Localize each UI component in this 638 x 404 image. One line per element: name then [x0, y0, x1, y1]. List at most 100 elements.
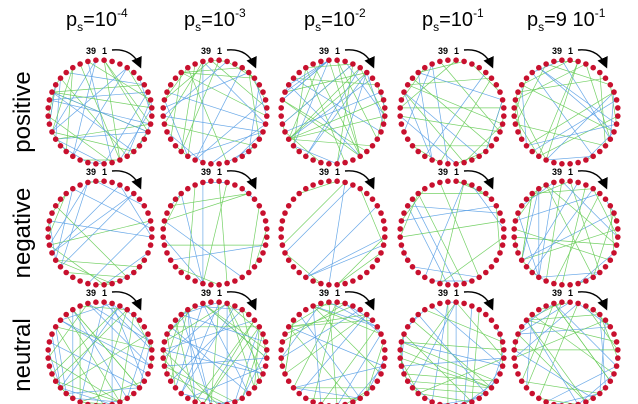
network-node	[46, 242, 53, 248]
network-edge	[226, 303, 264, 335]
network-edge	[513, 326, 523, 351]
direction-arrow	[577, 291, 608, 311]
network-node	[282, 371, 288, 377]
node-label-39: 39	[201, 167, 211, 177]
network-edge	[399, 193, 419, 238]
network-node	[602, 385, 609, 391]
network-node	[161, 242, 168, 248]
node-label-39: 39	[319, 288, 329, 298]
network-node	[279, 363, 286, 369]
network-edge	[298, 314, 368, 394]
network-edge	[164, 123, 255, 147]
network-node	[49, 89, 55, 95]
network-node	[192, 399, 198, 404]
network-node	[52, 136, 59, 142]
network-node	[45, 355, 51, 361]
network-node	[149, 234, 155, 240]
network-node	[559, 282, 565, 288]
network-node	[380, 363, 387, 369]
network-node	[141, 257, 148, 264]
network-edge	[248, 84, 260, 152]
network-node	[145, 210, 151, 216]
network-node	[461, 58, 467, 65]
network-node	[469, 303, 475, 309]
network-node	[607, 203, 614, 209]
network-node	[318, 159, 324, 166]
network-node	[461, 300, 467, 307]
network-edge	[521, 188, 540, 261]
network-edge	[111, 303, 145, 382]
network-edge	[521, 228, 618, 261]
network-node	[149, 347, 155, 353]
network-node	[429, 399, 435, 404]
network-node	[567, 178, 573, 184]
network-panel-r3-c2: 39 1	[160, 288, 270, 404]
network-edge	[284, 72, 367, 93]
network-node	[357, 274, 364, 281]
network-edge	[336, 63, 354, 164]
network-node	[172, 264, 179, 270]
network-node	[607, 324, 614, 330]
network-node	[239, 64, 245, 71]
network-node	[260, 129, 266, 135]
network-edge	[187, 67, 228, 163]
network-edge	[51, 91, 135, 152]
network-node	[57, 385, 64, 391]
network-node	[192, 182, 198, 188]
network-edge	[55, 138, 105, 165]
network-node	[529, 311, 535, 318]
network-edge	[328, 301, 378, 328]
network-edge	[170, 326, 250, 394]
network-edge	[352, 365, 384, 403]
network-edge	[412, 266, 480, 278]
network-edge	[47, 115, 113, 163]
node-label-39: 39	[201, 46, 211, 56]
network-edge	[400, 349, 492, 389]
network-node	[279, 97, 286, 103]
network-node	[511, 355, 517, 361]
network-edge	[599, 314, 606, 388]
network-node	[518, 82, 525, 88]
network-node	[239, 306, 245, 313]
network-node	[264, 355, 270, 361]
network-node	[515, 210, 521, 216]
network-edge	[163, 72, 249, 109]
node-label-1: 1	[568, 288, 573, 298]
network-edge	[312, 305, 382, 375]
node-label-1: 1	[102, 288, 107, 298]
network-node	[543, 157, 549, 163]
network-node	[378, 250, 384, 256]
network-edge	[599, 72, 606, 146]
network-node	[109, 300, 115, 307]
network-node	[141, 82, 148, 88]
network-node	[77, 182, 83, 188]
network-node	[303, 153, 309, 160]
network-edge	[407, 205, 501, 214]
network-node	[164, 129, 170, 135]
network-edge	[418, 72, 503, 101]
network-edge	[517, 326, 611, 335]
network-node	[483, 69, 489, 76]
network-node	[382, 113, 388, 119]
network-edge	[538, 67, 615, 133]
network-node	[493, 82, 500, 88]
network-node	[282, 129, 288, 135]
network-node	[285, 82, 292, 88]
network-node	[409, 143, 416, 149]
network-node	[613, 97, 620, 103]
network-node	[469, 278, 475, 284]
network-node	[109, 179, 115, 186]
network-edge	[282, 99, 361, 157]
network-node	[559, 161, 565, 167]
network-node	[49, 210, 55, 216]
network-edge	[51, 193, 135, 254]
network-node	[536, 274, 542, 281]
network-node	[296, 390, 303, 397]
network-node	[109, 280, 115, 287]
network-edge	[545, 184, 594, 278]
network-edge	[51, 91, 152, 109]
network-edge	[599, 320, 606, 394]
network-edge	[210, 59, 268, 109]
network-node	[488, 143, 495, 149]
network-edge	[305, 205, 378, 278]
